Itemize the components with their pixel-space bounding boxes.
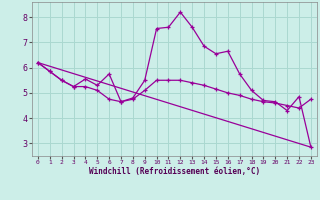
X-axis label: Windchill (Refroidissement éolien,°C): Windchill (Refroidissement éolien,°C) [89,167,260,176]
